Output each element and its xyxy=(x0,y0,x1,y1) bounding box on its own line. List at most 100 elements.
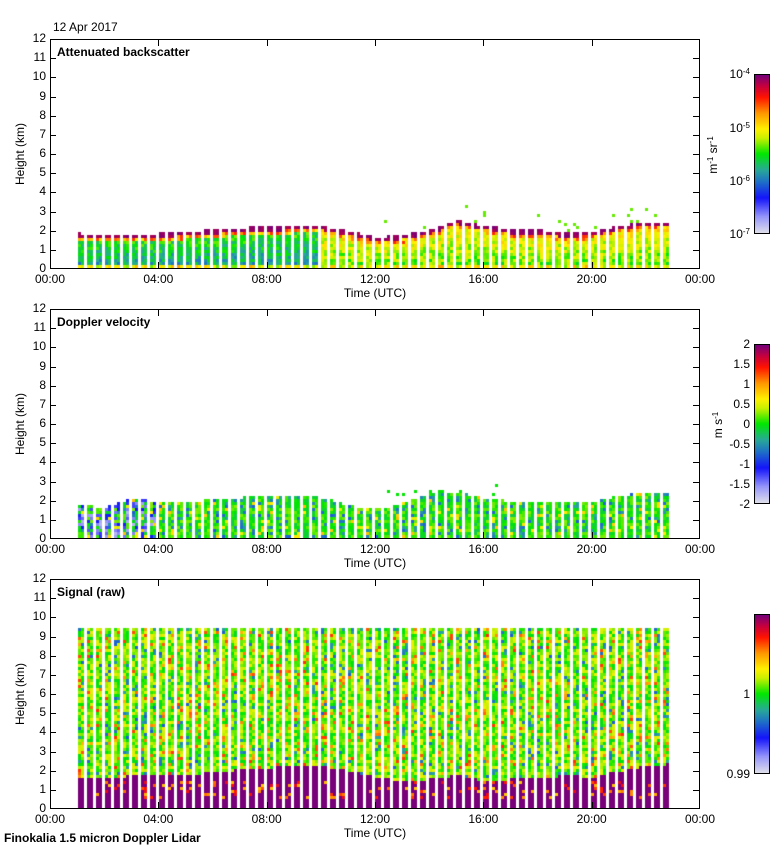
y-tick-label: 0 xyxy=(39,261,46,275)
x-tick-mark xyxy=(267,40,268,46)
y-tick-label: 3 xyxy=(39,203,46,218)
y-tick-label: 8 xyxy=(39,107,46,122)
y-axis-label: Height (km) xyxy=(13,392,28,456)
y-tick-mark xyxy=(693,212,699,213)
y-tick-label: 9 xyxy=(39,358,46,373)
x-tick-mark xyxy=(592,580,593,586)
panel-title: Attenuated backscatter xyxy=(57,45,190,59)
x-tick-label: 00:00 xyxy=(684,542,716,556)
y-tick-mark xyxy=(693,694,699,695)
y-tick-label: 5 xyxy=(39,705,46,720)
x-tick-mark xyxy=(483,532,484,538)
y-tick-mark xyxy=(50,97,56,98)
colorbar-signal xyxy=(754,614,770,774)
colorbar-tick: 2 xyxy=(743,337,750,351)
colorbar-tick: -1.5 xyxy=(729,477,750,491)
x-tick-mark xyxy=(158,580,159,586)
y-tick-mark xyxy=(693,752,699,753)
y-tick-mark xyxy=(50,347,56,348)
colorbar-velocity xyxy=(754,344,770,504)
y-tick-mark xyxy=(50,212,56,213)
y-tick-mark xyxy=(693,482,699,483)
x-tick-mark xyxy=(158,310,159,316)
y-tick-mark xyxy=(50,367,56,368)
y-tick-label: 2 xyxy=(39,222,46,237)
x-tick-label: 00:00 xyxy=(684,272,716,286)
y-tick-mark xyxy=(50,617,56,618)
y-tick-mark xyxy=(50,482,56,483)
y-tick-mark xyxy=(693,424,699,425)
y-tick-mark xyxy=(693,405,699,406)
y-tick-mark xyxy=(50,77,56,78)
y-tick-label: 9 xyxy=(39,88,46,103)
x-tick-mark xyxy=(267,580,268,586)
x-tick-label: 08:00 xyxy=(251,812,282,826)
colorbar-tick: 0 xyxy=(743,417,750,431)
y-tick-label: 10 xyxy=(32,339,46,354)
x-tick-mark xyxy=(375,310,376,316)
y-tick-mark xyxy=(693,443,699,444)
x-tick-mark xyxy=(158,40,159,46)
y-tick-mark xyxy=(50,675,56,676)
y-tick-mark xyxy=(693,501,699,502)
x-tick-label: 12:00 xyxy=(359,272,391,286)
y-tick-mark xyxy=(50,58,56,59)
y-tick-mark xyxy=(693,771,699,772)
y-tick-label: 8 xyxy=(39,647,46,662)
y-tick-label: 2 xyxy=(39,762,46,777)
y-tick-label: 12 xyxy=(32,31,46,45)
x-tick-mark xyxy=(483,40,484,46)
y-tick-mark xyxy=(693,173,699,174)
panel-title: Signal (raw) xyxy=(57,585,126,599)
x-tick-label: 04:00 xyxy=(143,272,174,286)
y-tick-mark xyxy=(50,462,56,463)
y-tick-label: 12 xyxy=(32,571,46,585)
y-tick-mark xyxy=(50,424,56,425)
x-tick-label: 08:00 xyxy=(251,542,282,556)
backscatter-plot: Attenuated backscatter xyxy=(50,39,700,269)
y-tick-mark xyxy=(50,752,56,753)
x-tick-mark xyxy=(375,580,376,586)
y-axis-label: Height (km) xyxy=(13,662,28,726)
y-tick-label: 3 xyxy=(39,743,46,758)
x-tick-mark xyxy=(483,262,484,268)
backscatter-heatmap xyxy=(51,40,699,268)
y-tick-label: 4 xyxy=(39,454,46,469)
x-tick-label: 12:00 xyxy=(359,812,391,826)
y-axis-label: Height (km) xyxy=(13,122,28,186)
x-tick-label: 08:00 xyxy=(251,272,282,286)
x-tick-mark xyxy=(158,802,159,808)
y-tick-label: 9 xyxy=(39,628,46,643)
y-tick-mark xyxy=(693,231,699,232)
date-label: 12 Apr 2017 xyxy=(53,20,118,34)
velocity-heatmap xyxy=(51,310,699,538)
signal-raw-plot: Signal (raw) xyxy=(50,579,700,809)
x-tick-mark xyxy=(483,580,484,586)
y-tick-mark xyxy=(693,58,699,59)
y-tick-mark xyxy=(50,405,56,406)
y-tick-mark xyxy=(693,135,699,136)
x-axis-label: Time (UTC) xyxy=(343,826,407,840)
colorbar-gradient xyxy=(755,75,769,233)
x-tick-mark xyxy=(375,532,376,538)
x-tick-mark xyxy=(592,262,593,268)
colorbar-tick: 10-7 xyxy=(729,227,750,241)
y-tick-mark xyxy=(50,656,56,657)
y-tick-mark xyxy=(693,790,699,791)
colorbar-gradient xyxy=(755,345,769,503)
y-tick-mark xyxy=(693,77,699,78)
x-tick-label: 16:00 xyxy=(468,272,499,286)
y-tick-mark xyxy=(50,135,56,136)
colorbar-tick: 1.5 xyxy=(733,357,750,371)
y-tick-label: 5 xyxy=(39,165,46,180)
y-tick-label: 3 xyxy=(39,473,46,488)
y-tick-mark xyxy=(693,462,699,463)
y-tick-label: 1 xyxy=(39,241,46,256)
y-tick-mark xyxy=(50,637,56,638)
colorbar-unit: m-1 sr-1 xyxy=(705,136,720,174)
panel-title: Doppler velocity xyxy=(57,315,151,329)
x-tick-mark xyxy=(267,262,268,268)
y-tick-mark xyxy=(693,97,699,98)
y-tick-mark xyxy=(50,116,56,117)
x-tick-mark xyxy=(267,802,268,808)
